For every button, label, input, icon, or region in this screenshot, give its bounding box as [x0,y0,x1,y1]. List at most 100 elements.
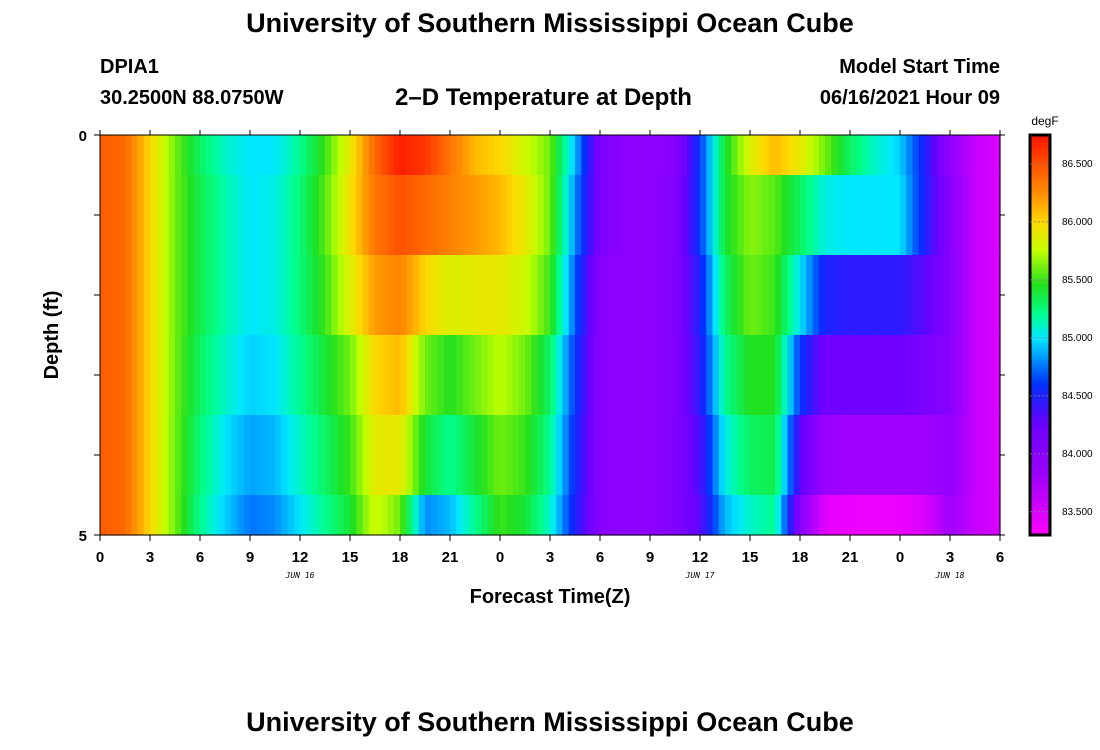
colorbar-tick-label: 84.000 [1062,449,1093,460]
heatmap-cell [981,135,989,176]
heatmap-cell [412,175,420,256]
heatmap-cell [662,335,670,416]
heatmap-cell [718,415,726,496]
heatmap-cell [462,135,470,176]
heatmap-cell [343,135,351,176]
heatmap-cell [937,255,945,336]
heatmap-cell [681,135,689,176]
heatmap-cell [656,255,664,336]
heatmap-cell [243,495,251,536]
heatmap-cell [143,335,151,416]
heatmap-cell [987,495,995,536]
heatmap-cell [525,175,532,256]
heatmap-cell [262,175,270,256]
heatmap-cell [212,135,220,176]
heatmap-cell [793,335,801,416]
heatmap-cell [275,495,282,536]
heatmap-cell [406,495,414,536]
heatmap-cell [418,135,426,176]
heatmap-cell [193,135,201,176]
heatmap-cell [262,335,270,416]
heatmap-cell [743,135,751,176]
heatmap-cell [400,495,407,536]
heatmap-cell [281,415,289,496]
heatmap-cell [943,255,951,336]
colorbar-tick-label: 85.500 [1062,275,1093,286]
heatmap-cell [306,495,314,536]
heatmap-cell [937,335,945,416]
heatmap-cell [150,175,157,256]
heatmap-cell [381,335,389,416]
model-start-label: Model Start Time [839,56,1000,78]
heatmap-cell [881,255,889,336]
heatmap-cell [725,135,732,176]
heatmap-cell [762,415,770,496]
heatmap-cell [675,135,682,176]
heatmap-cell [993,335,1001,416]
heatmap-cell [175,135,182,176]
heatmap-cell [950,135,957,176]
heatmap-cell [331,335,339,416]
heatmap-cell [693,255,701,336]
heatmap-cell [543,175,551,256]
heatmap-cell [862,335,870,416]
heatmap-cell [443,255,451,336]
heatmap-cell [712,255,720,336]
heatmap-cell [368,135,376,176]
heatmap-cell [993,175,1001,256]
heatmap-cell [318,175,326,256]
heatmap-cell [381,415,389,496]
heatmap-cell [431,415,439,496]
heatmap-cell [781,175,789,256]
x-tick-label: 21 [842,549,859,566]
heatmap-cell [775,415,782,496]
heatmap-cell [306,255,314,336]
heatmap-cell [156,335,164,416]
heatmap-cell [118,135,126,176]
heatmap-cell [431,335,439,416]
heatmap-cell [237,335,245,416]
heatmap-cell [437,135,445,176]
heatmap-cell [737,135,745,176]
heatmap-cell [587,175,595,256]
heatmap-cell [218,175,226,256]
x-tick-label: 3 [946,549,954,566]
heatmap-cell [850,135,857,176]
heatmap-cell [581,495,589,536]
heatmap-cell [781,255,789,336]
heatmap-cell [875,495,882,536]
heatmap-cell [431,135,439,176]
heatmap-cell [587,135,595,176]
heatmap-cell [918,135,926,176]
heatmap-cell [100,175,107,256]
heatmap-cell [887,415,895,496]
heatmap-cell [600,415,607,496]
heatmap-cell [718,335,726,416]
heatmap-cell [906,175,914,256]
heatmap-cell [781,335,789,416]
heatmap-cell [168,255,176,336]
heatmap-cell [918,495,926,536]
heatmap-cell [568,415,576,496]
heatmap-cell [568,255,576,336]
heatmap-cell [643,415,651,496]
heatmap-cell [125,175,132,256]
heatmap-cell [656,415,664,496]
heatmap-cell [362,175,370,256]
heatmap-cell [925,255,932,336]
heatmap-cell [918,415,926,496]
heatmap-cell [143,495,151,536]
heatmap-cell [556,175,564,256]
heatmap-cell [131,335,139,416]
heatmap-cell [975,175,982,256]
heatmap-cell [731,415,739,496]
heatmap-cell [162,495,170,536]
heatmap-cell [206,495,214,536]
heatmap-cell [712,495,720,536]
heatmap-cell [762,335,770,416]
heatmap-cell [518,175,526,256]
heatmap-cell [393,495,401,536]
heatmap-cell [837,335,845,416]
heatmap-cell [312,255,320,336]
heatmap-cell [281,255,289,336]
